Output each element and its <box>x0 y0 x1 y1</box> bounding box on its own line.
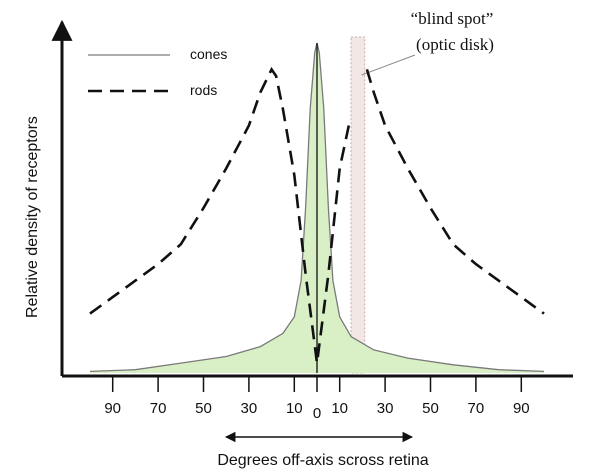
blind-spot-label: “blind spot” <box>411 9 494 28</box>
legend-cones-label: cones <box>190 46 227 62</box>
x-tick-label: 70 <box>468 400 485 417</box>
blind-spot-band <box>350 36 366 374</box>
optic-disk-label: (optic disk) <box>416 35 494 54</box>
x-axis-ticks: 90 70 50 30 10 0 10 30 50 70 90 <box>104 376 530 422</box>
x-tick-label: 90 <box>513 400 530 417</box>
x-tick-label: 50 <box>195 400 212 417</box>
x-axis-label: Degrees off-axis scross retina <box>217 452 428 469</box>
legend-rods-label: rods <box>190 82 217 98</box>
x-tick-label: 30 <box>377 400 394 417</box>
rods-line-left <box>89 66 351 364</box>
x-tick-label: 10 <box>286 400 303 417</box>
x-tick-label: 90 <box>104 400 121 417</box>
x-tick-label: 30 <box>241 400 258 417</box>
y-axis-label: Relative density of receptors <box>24 116 41 318</box>
x-tick-label: 50 <box>422 400 439 417</box>
legend: cones rods <box>88 46 227 98</box>
x-tick-label: 70 <box>150 400 167 417</box>
blind-spot-pointer-line <box>361 54 416 76</box>
x-tick-label: 0 <box>313 405 321 422</box>
rods-line-right <box>365 69 545 315</box>
x-tick-label: 10 <box>331 400 348 417</box>
